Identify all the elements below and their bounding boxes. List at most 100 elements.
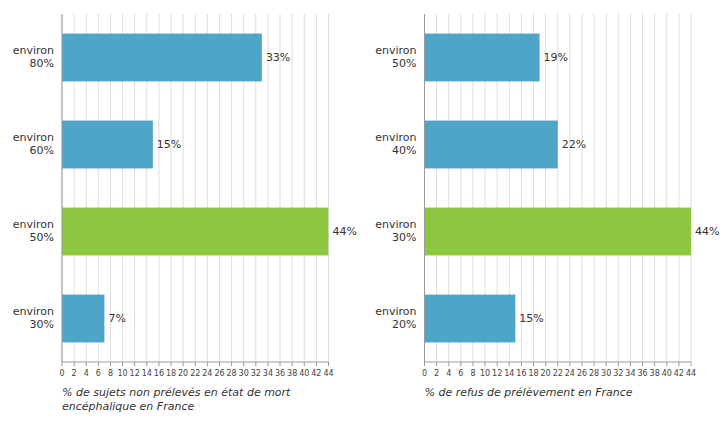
tick-label: 34: [263, 369, 273, 378]
tick-label: 8: [470, 369, 475, 378]
bar: [62, 34, 262, 82]
tick-mark: [569, 362, 570, 366]
grid: [62, 14, 329, 362]
grid-line: [642, 14, 643, 362]
tick-label: 28: [226, 369, 236, 378]
tick-mark: [110, 362, 111, 366]
tick-label: 44: [686, 369, 696, 378]
tick-mark: [678, 362, 679, 366]
tick-mark: [448, 362, 449, 366]
tick-mark: [219, 362, 220, 366]
grid-line: [557, 14, 558, 362]
category-label: environ30%: [13, 305, 54, 331]
tick-mark: [654, 362, 655, 366]
x-axis-label: % de sujets non prélevés en état de mort…: [62, 386, 291, 413]
category-label: environ50%: [13, 218, 54, 244]
tick-mark: [292, 362, 293, 366]
tick-mark: [207, 362, 208, 366]
tick-label: 16: [516, 369, 526, 378]
bar: [425, 34, 540, 82]
tick-mark: [460, 362, 461, 366]
tick-label: 2: [434, 369, 439, 378]
grid-line: [618, 14, 619, 362]
tick-mark: [557, 362, 558, 366]
bar: [62, 295, 104, 343]
data-label: 33%: [266, 51, 290, 64]
tick-label: 20: [541, 369, 551, 378]
tick-label: 12: [130, 369, 140, 378]
tick-label: 24: [202, 369, 212, 378]
data-label: 22%: [562, 138, 586, 151]
tick-mark: [630, 362, 631, 366]
tick-mark: [509, 362, 510, 366]
tick-label: 40: [662, 369, 672, 378]
tick-label: 30: [239, 369, 249, 378]
chart-canvas: 0246810121416182022242628303234363840424…: [0, 0, 725, 440]
tick-mark: [691, 362, 692, 366]
y-axis-line: [424, 14, 425, 362]
tick-label: 30: [601, 369, 611, 378]
data-label: 44%: [333, 225, 357, 238]
tick-label: 16: [154, 369, 164, 378]
tick-mark: [618, 362, 619, 366]
tick-mark: [86, 362, 87, 366]
grid-line: [569, 14, 570, 362]
tick-mark: [146, 362, 147, 366]
grid: [425, 14, 692, 362]
grid-line: [691, 14, 692, 362]
tick-label: 36: [275, 369, 285, 378]
tick-label: 4: [84, 369, 89, 378]
tick-label: 40: [299, 369, 309, 378]
grid-line: [581, 14, 582, 362]
tick-mark: [642, 362, 643, 366]
tick-mark: [328, 362, 329, 366]
data-label: 15%: [157, 138, 181, 151]
grid-line: [545, 14, 546, 362]
grid-line: [424, 14, 425, 362]
category-label: environ40%: [375, 131, 416, 157]
data-label: 15%: [519, 312, 543, 325]
tick-mark: [98, 362, 99, 366]
tick-label: 38: [287, 369, 297, 378]
category-label: environ60%: [13, 131, 54, 157]
category-label: environ30%: [375, 218, 416, 244]
data-label: 44%: [695, 225, 719, 238]
tick-mark: [472, 362, 473, 366]
tick-label: 32: [613, 369, 623, 378]
tick-mark: [533, 362, 534, 366]
tick-mark: [62, 362, 63, 366]
tick-label: 28: [589, 369, 599, 378]
tick-label: 6: [96, 369, 101, 378]
tick-label: 0: [59, 369, 64, 378]
category-label: environ20%: [375, 305, 416, 331]
tick-mark: [243, 362, 244, 366]
tick-label: 12: [492, 369, 502, 378]
tick-mark: [304, 362, 305, 366]
tick-label: 44: [323, 369, 333, 378]
grid-line: [606, 14, 607, 362]
tick-label: 10: [480, 369, 490, 378]
tick-mark: [183, 362, 184, 366]
tick-label: 22: [190, 369, 200, 378]
tick-label: 10: [117, 369, 127, 378]
grid-line: [267, 14, 268, 362]
y-axis-line: [62, 14, 63, 362]
tick-label: 8: [108, 369, 113, 378]
tick-mark: [666, 362, 667, 366]
tick-mark: [171, 362, 172, 366]
tick-label: 14: [142, 369, 152, 378]
grid-line: [594, 14, 595, 362]
data-label: 19%: [544, 51, 568, 64]
tick-label: 14: [504, 369, 514, 378]
grid-line: [316, 14, 317, 362]
tick-mark: [195, 362, 196, 366]
tick-mark: [545, 362, 546, 366]
tick-label: 32: [251, 369, 261, 378]
tick-label: 6: [458, 369, 463, 378]
tick-label: 26: [214, 369, 224, 378]
tick-mark: [485, 362, 486, 366]
tick-label: 18: [166, 369, 176, 378]
tick-mark: [316, 362, 317, 366]
tick-label: 34: [625, 369, 635, 378]
bar: [62, 121, 153, 169]
